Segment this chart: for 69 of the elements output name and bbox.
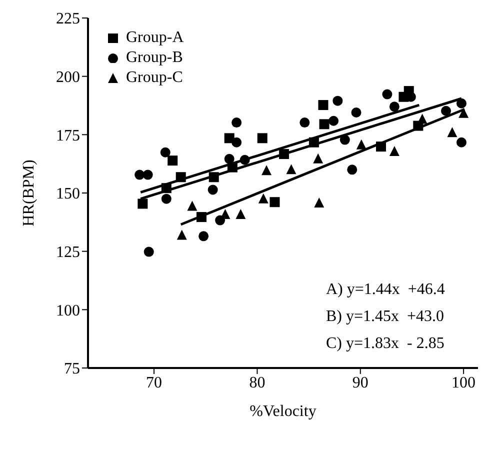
point — [328, 116, 339, 126]
point — [308, 137, 319, 148]
point — [142, 170, 153, 180]
point — [270, 197, 280, 208]
point — [356, 139, 366, 150]
x-tick-label: 90 — [352, 374, 368, 392]
point — [417, 114, 428, 124]
point — [176, 230, 187, 240]
y-axis-title: HR(BPM) — [20, 160, 38, 226]
point — [161, 183, 172, 194]
point — [187, 200, 198, 211]
point — [208, 172, 219, 182]
point — [236, 208, 246, 219]
point — [220, 208, 230, 219]
point — [168, 156, 178, 166]
point — [160, 147, 170, 158]
point — [456, 137, 466, 148]
point — [441, 106, 452, 116]
point — [224, 154, 234, 164]
point — [286, 164, 296, 174]
point — [314, 198, 324, 208]
point — [257, 133, 268, 144]
point — [347, 164, 358, 175]
point — [208, 184, 218, 195]
y-tick-label: 125 — [56, 244, 80, 262]
x-axis-title: %Velocity — [250, 403, 316, 420]
point — [340, 134, 350, 145]
point — [138, 198, 148, 209]
y-tick-label: 75 — [64, 360, 80, 378]
point — [261, 165, 272, 176]
point — [319, 119, 330, 130]
point — [389, 102, 400, 112]
point — [351, 108, 362, 118]
point — [198, 231, 209, 242]
point — [240, 154, 250, 165]
point — [176, 172, 186, 182]
y-tick-label: 200 — [56, 69, 80, 86]
point — [389, 146, 400, 156]
point — [227, 162, 238, 172]
y-tick-label: 225 — [56, 10, 80, 28]
y-tick-label: 150 — [56, 186, 80, 203]
point — [258, 193, 268, 204]
point — [279, 149, 290, 160]
point — [196, 212, 206, 222]
annotation: C) y=1.83x - 2.85 — [326, 334, 445, 354]
y-tick-label: 100 — [56, 302, 80, 320]
x-tick-label: 100 — [452, 374, 476, 392]
point — [458, 108, 469, 118]
point — [232, 137, 242, 148]
annotation: B) y=1.45x +43.0 — [326, 307, 445, 327]
point — [382, 89, 392, 100]
point — [447, 127, 458, 138]
y-tick-label: 175 — [56, 127, 80, 144]
point — [144, 246, 154, 257]
x-tick-label: 70 — [146, 374, 162, 392]
annotation: A) y=1.44x +46.4 — [326, 280, 445, 300]
point — [456, 98, 466, 108]
point — [134, 170, 145, 180]
point — [376, 142, 386, 152]
point — [313, 153, 324, 164]
point — [161, 194, 172, 204]
point — [232, 118, 242, 128]
legend-label: Group-C — [126, 68, 183, 88]
point — [332, 96, 343, 106]
legend-label: Group-A — [126, 28, 184, 48]
point — [318, 100, 328, 110]
point — [300, 118, 310, 128]
x-tick-label: 80 — [249, 374, 266, 392]
legend-label: Group-B — [126, 48, 183, 68]
